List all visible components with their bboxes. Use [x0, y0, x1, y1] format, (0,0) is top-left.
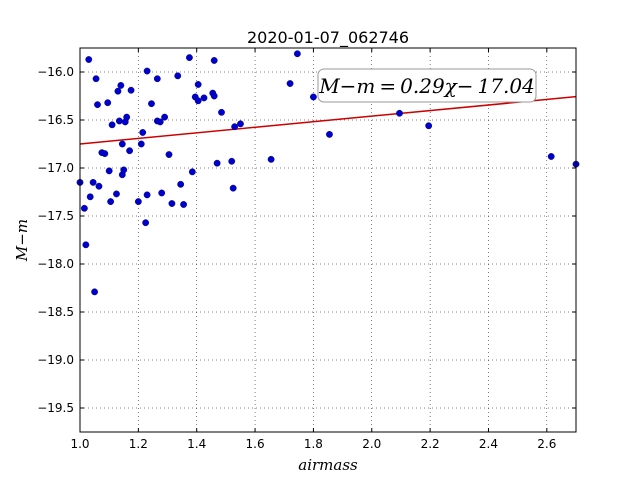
data-point [123, 113, 131, 121]
x-tick-labels: 1.0 1.2 1.4 1.6 1.8 2.0 2.2 2.4 2.6 [70, 437, 556, 451]
data-point [148, 100, 155, 108]
data-point [210, 92, 218, 100]
data-point [425, 122, 433, 130]
data-point [117, 82, 125, 89]
data-point [218, 108, 225, 116]
data-point [92, 75, 100, 83]
data-point [200, 94, 208, 102]
data-point [105, 167, 113, 175]
y-axis-label: M−m [13, 219, 31, 262]
data-point [267, 155, 275, 163]
y-tick-labels: −16.0 −16.5 −17.0 −17.5 −18.0 −18.5 −19.0 −19.5 [37, 65, 74, 415]
data-point [126, 147, 134, 155]
data-point [113, 190, 120, 198]
fit-line [79, 95, 577, 145]
data-point [120, 166, 128, 174]
fit-line-group [79, 95, 577, 145]
y-tick-label: −17.5 [37, 209, 74, 223]
data-point [85, 56, 93, 63]
data-point [153, 75, 161, 83]
data-point [91, 288, 98, 296]
data-point [115, 117, 123, 125]
x-tick-label: 2.6 [537, 437, 556, 451]
data-point [231, 123, 239, 131]
data-point [82, 241, 90, 249]
data-point [95, 182, 103, 190]
data-point [158, 189, 166, 197]
data-point [310, 93, 317, 101]
data-point [229, 184, 237, 192]
y-tick-label: −17.0 [37, 161, 74, 175]
data-point [143, 191, 151, 199]
data-point [177, 180, 185, 188]
data-point [89, 178, 97, 186]
x-tick-label: 1.8 [304, 437, 323, 451]
data-point [213, 159, 221, 167]
x-tick-label: 1.6 [246, 437, 265, 451]
data-point [180, 201, 187, 208]
annotation-text: M−m = 0.29χ− 17.04 [318, 74, 535, 98]
data-point [86, 193, 94, 201]
data-point [139, 129, 147, 136]
data-point [156, 118, 164, 126]
chart-title: 2020-01-07_062746 [247, 28, 409, 48]
x-tick-label: 2.0 [362, 437, 381, 451]
y-tick-label: −16.5 [37, 113, 74, 127]
y-tick-label: −16.0 [37, 65, 74, 79]
data-point [143, 67, 151, 75]
fit-annotation: M−m = 0.29χ− 17.04 [317, 68, 537, 103]
annotation-box [317, 68, 537, 103]
data-point [293, 50, 301, 58]
data-point [194, 81, 202, 88]
x-tick-label: 2.4 [479, 437, 498, 451]
data-point [396, 109, 403, 117]
data-point [194, 97, 202, 105]
x-tick-label: 1.4 [187, 437, 206, 451]
data-point [286, 80, 294, 87]
data-point [107, 198, 115, 206]
x-axis-label: airmass [298, 456, 358, 474]
data-point [137, 140, 145, 148]
y-tick-label: −19.0 [37, 353, 74, 367]
data-point [188, 168, 196, 176]
data-point [114, 87, 122, 95]
y-tick-label: −18.0 [37, 257, 74, 271]
x-tick-label: 1.0 [70, 437, 89, 451]
data-point [326, 130, 333, 138]
plot-area [80, 48, 576, 432]
data-point [127, 86, 135, 94]
data-point [104, 99, 112, 107]
data-point [94, 101, 101, 109]
plot-frame [79, 47, 577, 433]
x-tick-label: 1.2 [129, 437, 148, 451]
y-tick-label: −19.5 [37, 401, 74, 415]
data-point [134, 198, 142, 206]
data-point [118, 140, 126, 148]
x-tick-label: 2.2 [421, 437, 440, 451]
data-point [142, 219, 150, 227]
data-point [228, 157, 236, 165]
data-point [210, 57, 218, 64]
data-point [165, 151, 173, 158]
data-point [108, 121, 116, 129]
axis-ticks [79, 48, 576, 432]
data-point [80, 204, 88, 212]
data-point [237, 120, 244, 128]
data-point [161, 113, 169, 121]
data-point [186, 54, 193, 61]
data-point [101, 150, 109, 158]
data-point [174, 72, 182, 80]
y-tick-label: −18.5 [37, 305, 74, 319]
data-point [168, 200, 176, 207]
data-point [547, 153, 555, 160]
